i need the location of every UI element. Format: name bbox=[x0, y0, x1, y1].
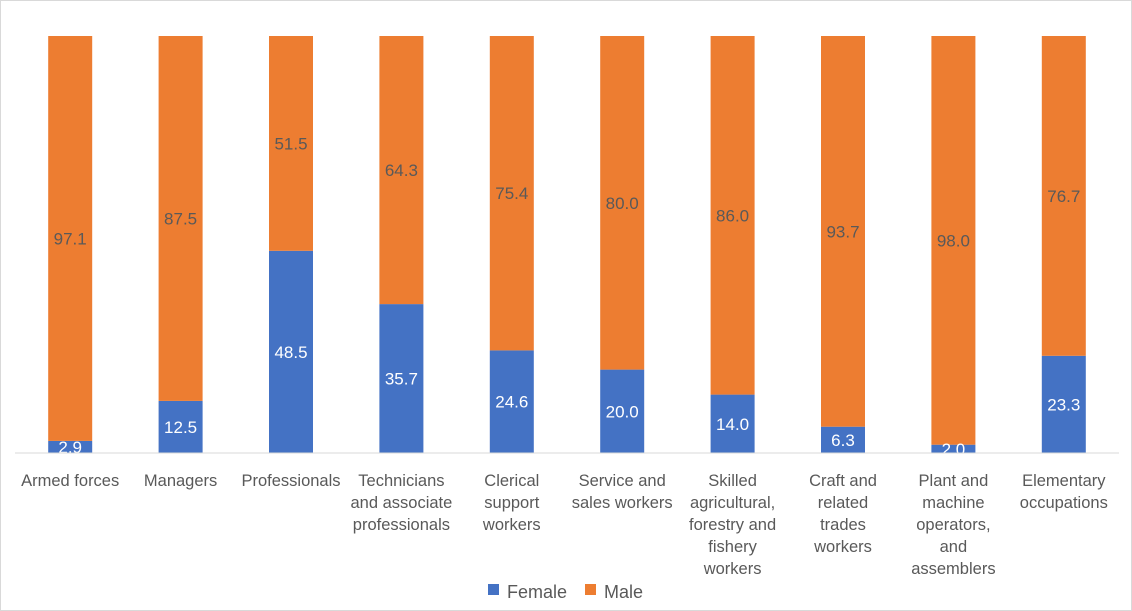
data-label-male-5: 80.0 bbox=[606, 194, 639, 213]
data-label-male-7: 93.7 bbox=[826, 222, 859, 241]
legend-label-female: Female bbox=[507, 582, 567, 602]
data-label-male-0: 97.1 bbox=[54, 230, 87, 249]
bar-male-6 bbox=[710, 36, 755, 395]
category-label-1: Managers bbox=[144, 472, 217, 490]
data-label-female-5: 20.0 bbox=[606, 402, 639, 421]
bar-female-8 bbox=[931, 444, 976, 453]
legend: Female Male bbox=[488, 582, 643, 602]
bar-male-4 bbox=[489, 36, 534, 351]
bar-male-7 bbox=[821, 36, 865, 427]
bar-male-3 bbox=[379, 36, 424, 305]
data-label-male-8: 98.0 bbox=[937, 231, 970, 250]
data-label-female-0: 2.9 bbox=[58, 438, 82, 457]
category-label-8: Plant and machine operators, and assemblers bbox=[911, 472, 995, 578]
category-label-2: Professionals bbox=[241, 472, 340, 490]
bars-group bbox=[48, 36, 1086, 453]
category-label-6: Skilled agricultural, forestry and fishery w… bbox=[689, 472, 776, 578]
category-label-5: Service and sales workers bbox=[572, 472, 673, 512]
data-label-male-9: 76.7 bbox=[1047, 187, 1080, 206]
data-label-female-6: 14.0 bbox=[716, 415, 749, 434]
data-label-male-4: 75.4 bbox=[495, 184, 528, 203]
data-label-male-3: 64.3 bbox=[385, 161, 418, 180]
bar-male-8 bbox=[931, 36, 976, 445]
bar-male-1 bbox=[158, 36, 203, 401]
data-label-female-1: 12.5 bbox=[164, 418, 197, 437]
category-label-7: Craft and related trades workers bbox=[809, 472, 877, 556]
data-label-male-2: 51.5 bbox=[274, 134, 307, 153]
data-label-female-9: 23.3 bbox=[1047, 395, 1080, 414]
data-label-male-6: 86.0 bbox=[716, 206, 749, 225]
bar-female-1 bbox=[158, 400, 203, 453]
bar-male-5 bbox=[600, 36, 645, 370]
legend-label-male: Male bbox=[604, 582, 643, 602]
data-label-male-1: 87.5 bbox=[164, 209, 197, 228]
category-labels-group: Armed forces Managers Professionals Technic… bbox=[21, 472, 1108, 578]
bar-male-2 bbox=[269, 36, 313, 251]
bar-female-7 bbox=[821, 426, 865, 453]
data-label-female-2: 48.5 bbox=[274, 343, 307, 362]
bar-female-5 bbox=[600, 369, 645, 453]
data-label-female-3: 35.7 bbox=[385, 370, 418, 389]
category-label-0: Armed forces bbox=[21, 472, 119, 490]
bar-male-0 bbox=[48, 36, 93, 441]
legend-swatch-male bbox=[585, 584, 596, 595]
bar-female-9 bbox=[1041, 355, 1086, 453]
category-label-9: Elementary occupations bbox=[1020, 472, 1108, 512]
bar-female-3 bbox=[379, 304, 424, 453]
data-labels-group: 2.9 97.1 12.5 87.5 48.5 51.5 35.7 64.3 24.6 75.4 2… bbox=[54, 134, 1081, 458]
category-label-3: Technicians and associate professionals bbox=[350, 472, 452, 534]
bar-female-2 bbox=[269, 250, 313, 453]
data-label-female-8: 2.0 bbox=[942, 440, 966, 459]
bar-female-0 bbox=[48, 440, 93, 453]
data-label-female-7: 6.3 bbox=[831, 431, 855, 450]
bar-female-4 bbox=[489, 350, 534, 453]
bar-male-9 bbox=[1041, 36, 1086, 356]
category-label-4: Clerical support workers bbox=[482, 472, 541, 534]
legend-swatch-female bbox=[488, 584, 499, 595]
data-label-female-4: 24.6 bbox=[495, 393, 528, 412]
bar-female-6 bbox=[710, 394, 755, 453]
